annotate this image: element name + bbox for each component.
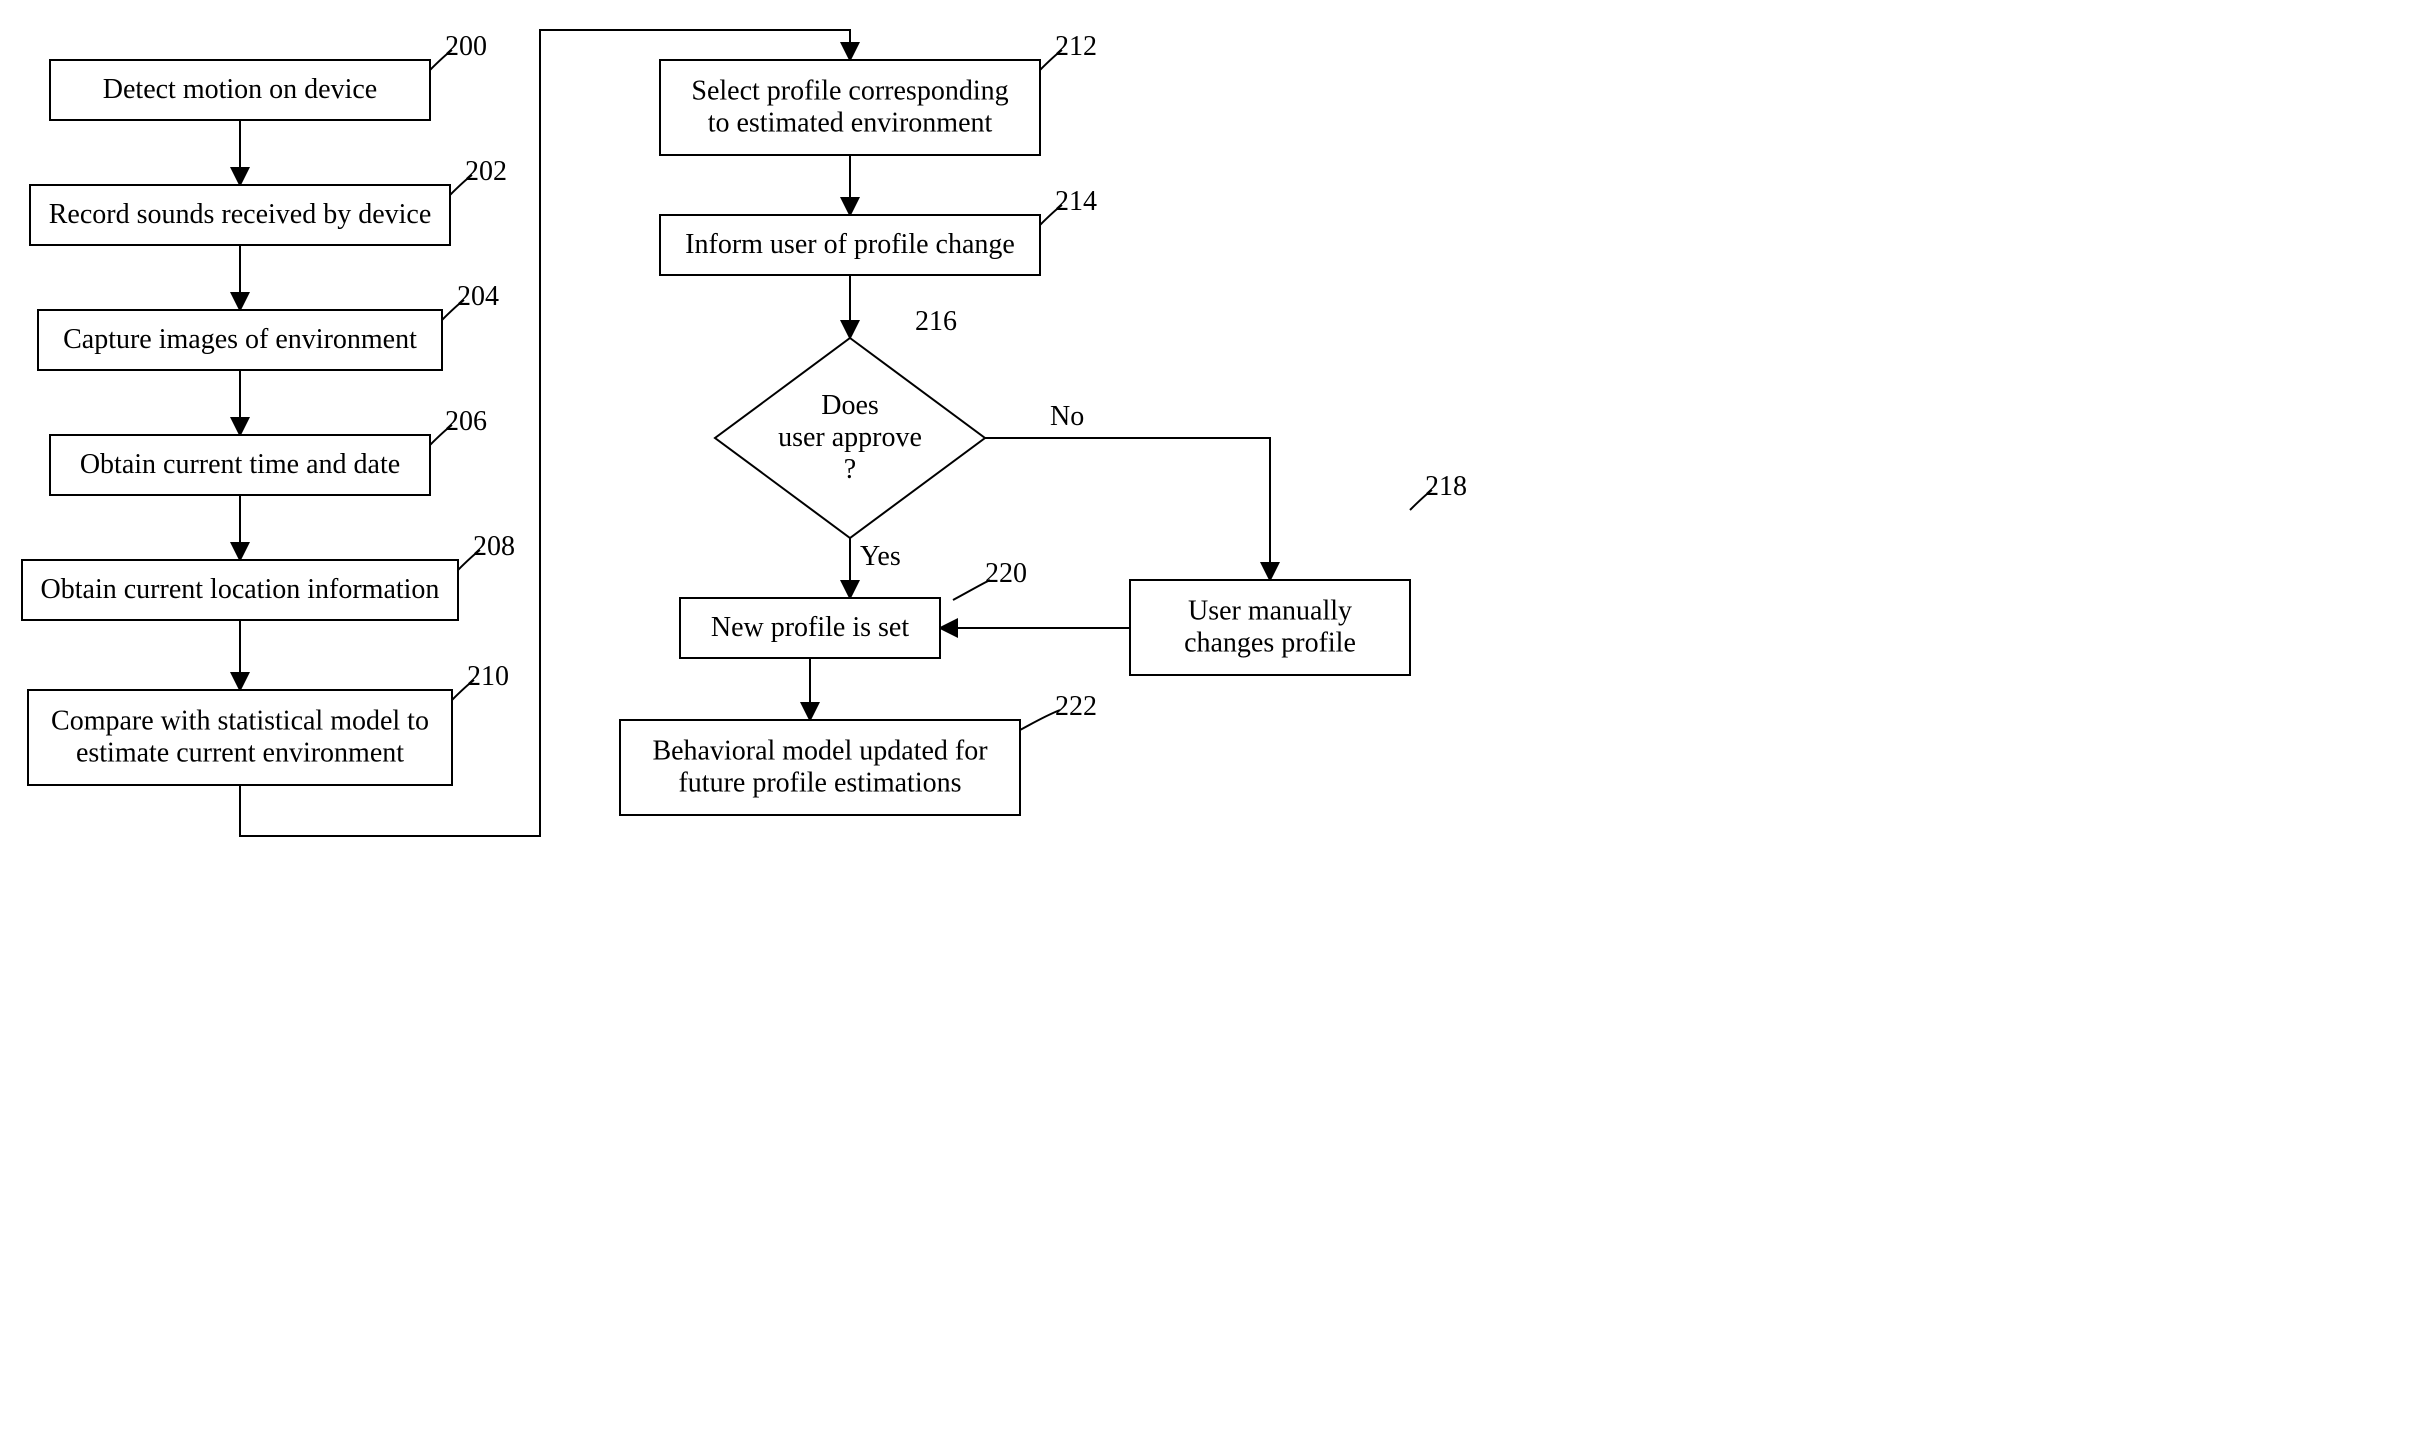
node-210: Compare with statistical model toestimat… (28, 690, 452, 785)
svg-text:Detect motion on device: Detect motion on device (103, 74, 377, 105)
svg-text:Obtain current time and date: Obtain current time and date (80, 449, 400, 480)
svg-text:Behavioral model updated forfu: Behavioral model updated forfuture profi… (652, 736, 988, 799)
ref-number: 216 (915, 306, 957, 337)
node-208: Obtain current location information (22, 560, 458, 620)
node-216: Doesuser approve? (715, 338, 985, 538)
svg-text:New profile is set: New profile is set (711, 612, 910, 643)
svg-text:Select profile correspondingto: Select profile correspondingto estimated… (691, 76, 1008, 139)
svg-text:Inform user of profile change: Inform user of profile change (685, 229, 1015, 260)
node-206: Obtain current time and date (50, 435, 430, 495)
ref-number: 204 (457, 281, 499, 312)
ref-number: 200 (445, 31, 487, 62)
flowchart-svg: Yes No Detect motion on device 200 Record so… (0, 0, 1480, 890)
edge-label: No (1050, 401, 1084, 432)
ref-number: 214 (1055, 186, 1097, 217)
svg-text:Compare with statistical model: Compare with statistical model toestimat… (51, 706, 429, 769)
node-220: New profile is set (680, 598, 940, 658)
node-202: Record sounds received by device (30, 185, 450, 245)
ref-number: 212 (1055, 31, 1097, 62)
ref-number: 208 (473, 531, 515, 562)
ref-number: 206 (445, 406, 487, 437)
edge (985, 438, 1270, 580)
node-214: Inform user of profile change (660, 215, 1040, 275)
node-200: Detect motion on device (50, 60, 430, 120)
node-222: Behavioral model updated forfuture profi… (620, 720, 1020, 815)
svg-text:User manuallychanges profile: User manuallychanges profile (1184, 596, 1356, 659)
svg-text:Record sounds received by devi: Record sounds received by device (49, 199, 432, 230)
node-212: Select profile correspondingto estimated… (660, 60, 1040, 155)
ref-leader (1020, 710, 1060, 730)
node-218: User manuallychanges profile (1130, 580, 1410, 675)
ref-number: 210 (467, 661, 509, 692)
ref-number: 202 (465, 156, 507, 187)
ref-number: 222 (1055, 691, 1097, 722)
svg-text:Obtain current location inform: Obtain current location information (41, 574, 440, 605)
ref-number: 220 (985, 558, 1027, 589)
ref-number: 218 (1425, 471, 1467, 502)
svg-text:Capture images of environment: Capture images of environment (63, 324, 417, 355)
node-204: Capture images of environment (38, 310, 442, 370)
edge-label: Yes (860, 541, 901, 572)
